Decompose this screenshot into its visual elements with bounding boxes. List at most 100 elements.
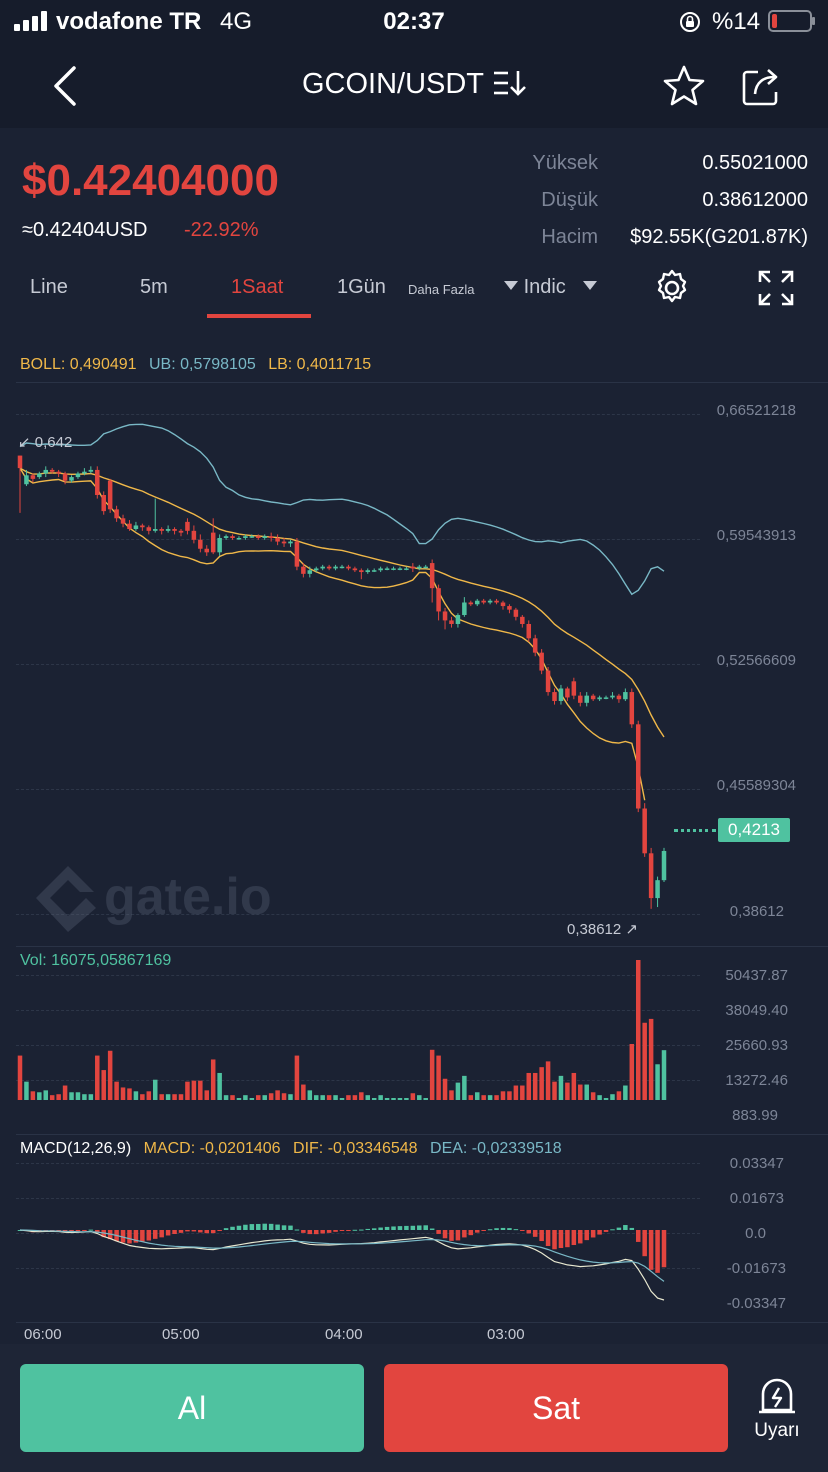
grid-line <box>16 539 700 540</box>
volume-bar <box>474 1092 480 1100</box>
grid-line <box>16 1080 700 1081</box>
volume-bar <box>133 1091 139 1100</box>
volume-bar <box>417 1095 422 1100</box>
volume-bar <box>352 1095 358 1100</box>
volume-bar <box>140 1094 145 1100</box>
back-arrow-icon[interactable] <box>48 64 82 108</box>
boll-lb-value: LB: 0,4011715 <box>268 356 372 373</box>
volume-bar <box>623 1085 628 1100</box>
volume-bar <box>610 1094 615 1100</box>
macd-histogram-bar <box>236 1225 242 1230</box>
macd-histogram-bar <box>281 1225 287 1230</box>
buy-button[interactable]: Al <box>20 1364 364 1452</box>
tab-1d[interactable]: 1Gün <box>337 276 386 298</box>
change-percentage: -22.92% <box>184 219 259 241</box>
volume-bar <box>101 1070 106 1100</box>
gear-icon[interactable] <box>652 268 692 308</box>
candle <box>442 611 448 621</box>
volume-bar <box>487 1095 493 1100</box>
candle <box>107 480 113 510</box>
macd-histogram-bar <box>152 1230 158 1239</box>
candle <box>294 541 300 567</box>
alert-label[interactable]: Uyarı <box>754 1420 800 1441</box>
candle <box>114 509 119 519</box>
volume-bar <box>391 1098 396 1100</box>
candle <box>230 536 235 538</box>
volume-bar <box>545 1061 551 1100</box>
macd-histogram-bar <box>88 1229 94 1231</box>
pair-switch-icon[interactable] <box>492 69 526 97</box>
candle <box>326 566 332 569</box>
volume-bar <box>120 1087 126 1100</box>
candle <box>75 473 81 478</box>
indicator-dropdown[interactable]: Indic <box>504 276 598 299</box>
volume-bar <box>333 1095 338 1100</box>
sell-button[interactable]: Sat <box>384 1364 728 1452</box>
macd-histogram-bar <box>474 1230 480 1233</box>
tab-5m[interactable]: 5m <box>140 276 168 298</box>
grid-line <box>16 1233 700 1234</box>
macd-histogram-bar <box>230 1226 235 1230</box>
volume-bar <box>635 960 641 1100</box>
alert-bell-icon[interactable] <box>757 1374 797 1418</box>
volume-bar <box>268 1093 274 1100</box>
carrier-name: vodafone TR <box>56 8 202 35</box>
macd-histogram-bar <box>571 1230 577 1246</box>
macd-histogram-bar <box>320 1230 325 1234</box>
rotation-lock-icon <box>680 12 700 32</box>
candle <box>24 475 29 485</box>
candle <box>313 568 319 571</box>
volume-bar <box>159 1094 164 1100</box>
time-axis-tick: 06:00 <box>24 1326 62 1343</box>
macd-histogram-bar <box>326 1230 332 1233</box>
candle <box>391 568 396 570</box>
candle <box>520 616 525 624</box>
volume-axis-tick: 50437.87 <box>725 967 788 984</box>
bottom-action-bar: Al Sat Uyarı <box>0 1344 828 1472</box>
grid-line <box>16 975 700 976</box>
volume-bar <box>371 1098 377 1100</box>
candle <box>429 563 435 589</box>
candle <box>526 623 532 639</box>
candle <box>243 536 248 538</box>
high-value: 0.55021000 <box>702 152 808 174</box>
grid-line <box>16 414 700 415</box>
volume-bar <box>423 1098 428 1100</box>
volume-bar <box>69 1092 74 1100</box>
macd-histogram-bar <box>578 1230 583 1244</box>
candle <box>288 541 293 544</box>
macd-histogram-bar <box>462 1230 467 1238</box>
tab-line[interactable]: Line <box>30 276 68 298</box>
macd-chart <box>17 1223 667 1301</box>
macd-histogram-bar <box>288 1225 293 1230</box>
candle <box>262 536 267 538</box>
volume-label: Hacim <box>541 226 598 248</box>
macd-histogram-bar <box>127 1230 132 1244</box>
volume-bar <box>629 1044 635 1100</box>
pair-title[interactable]: GCOIN/USDT <box>0 68 828 101</box>
candle <box>281 541 287 544</box>
macd-histogram-bar <box>172 1230 177 1235</box>
tab-1h[interactable]: 1Saat <box>231 276 284 298</box>
volume-axis-tick: 883.99 <box>732 1107 778 1124</box>
favorite-star-icon[interactable] <box>662 64 706 108</box>
boll-value: BOLL: 0,490491 <box>20 356 137 373</box>
time-axis-tick: 03:00 <box>487 1326 525 1343</box>
share-icon[interactable] <box>740 64 784 108</box>
candle <box>487 600 493 603</box>
clock: 02:37 <box>383 8 445 35</box>
tab-more[interactable]: Daha Fazla <box>408 282 475 297</box>
candle <box>500 602 506 607</box>
candle <box>210 532 216 553</box>
time-axis-tick: 05:00 <box>162 1326 200 1343</box>
fullscreen-icon[interactable] <box>758 270 794 306</box>
volume-bar <box>320 1095 325 1100</box>
candle <box>43 469 49 474</box>
chart-area[interactable]: BOLL: 0,490491 UB: 0,5798105 LB: 0,40117… <box>0 320 828 1344</box>
current-price-line <box>674 829 716 832</box>
macd-histogram-bar <box>500 1227 506 1230</box>
macd-histogram-bar <box>552 1230 557 1250</box>
candle <box>56 471 61 474</box>
caret-down-icon <box>504 281 518 290</box>
volume-bar <box>616 1091 622 1100</box>
